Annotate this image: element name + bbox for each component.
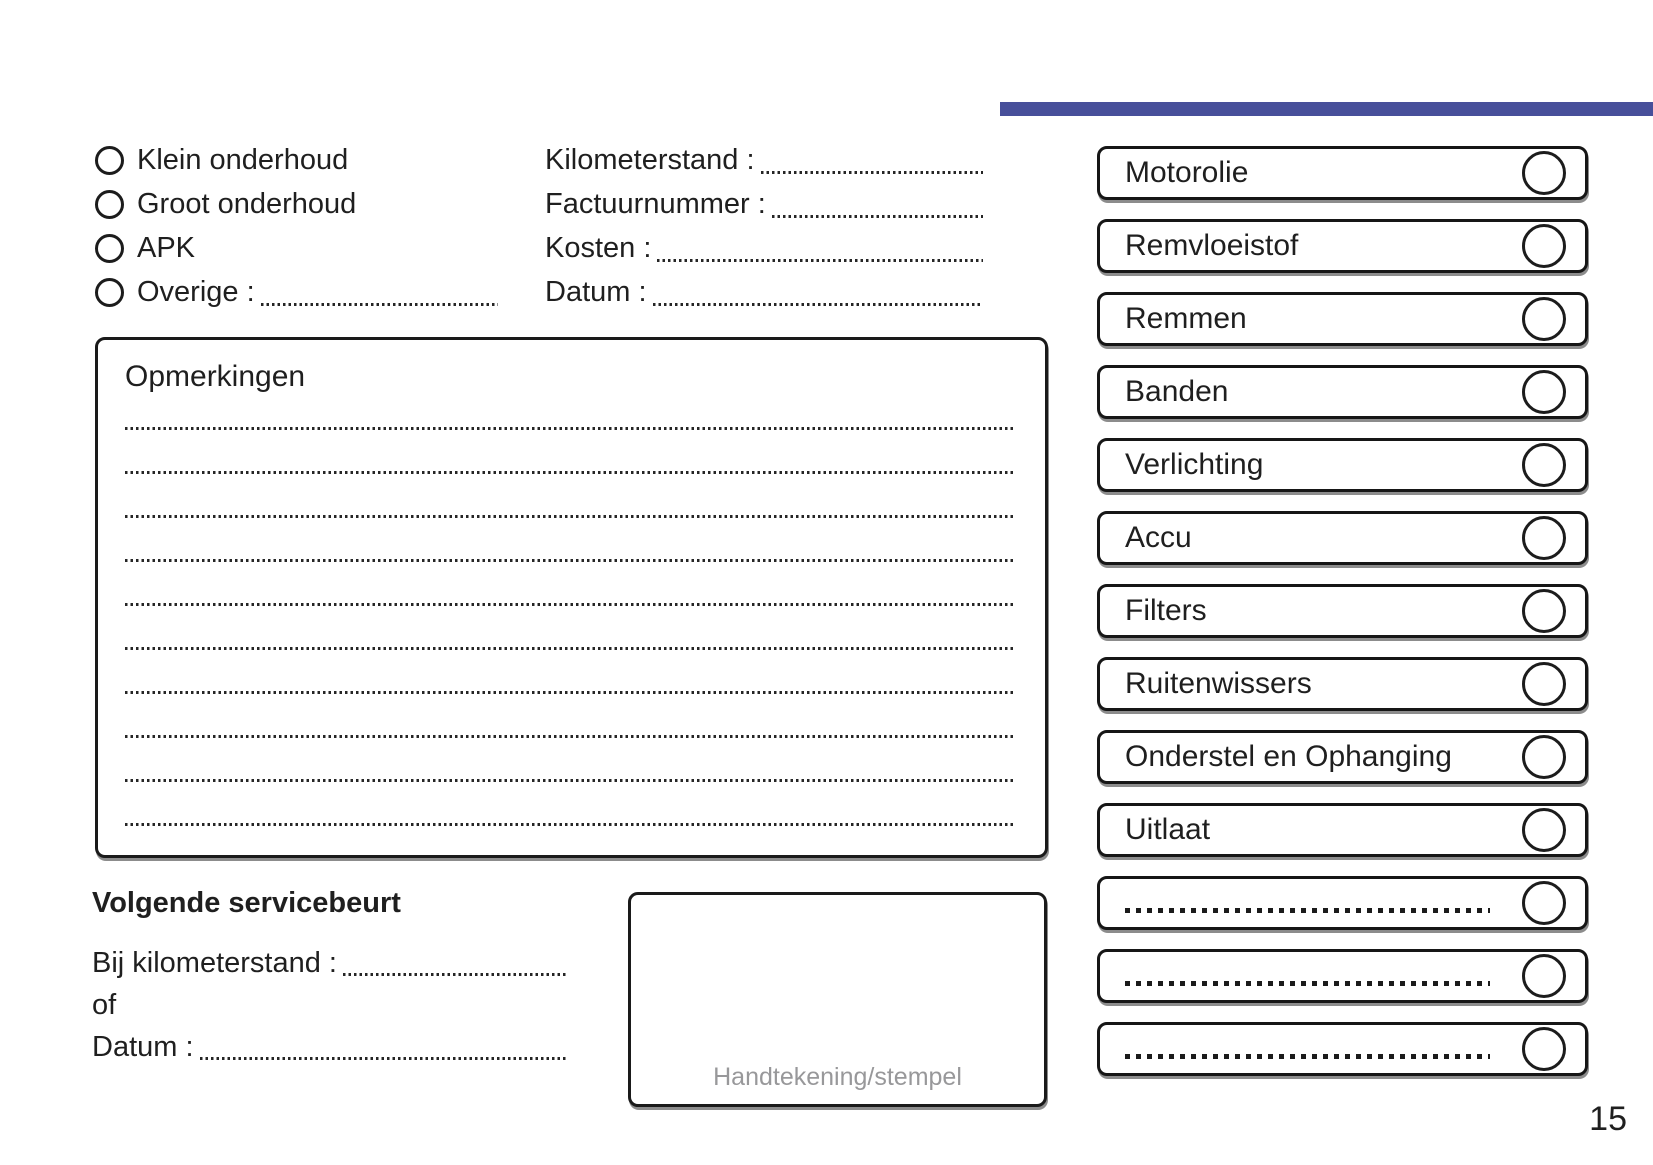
invoice-field-row: Datum : [545,270,985,314]
remark-writing-line[interactable] [125,515,1015,518]
check-circle[interactable] [1522,516,1566,560]
checklist-item[interactable]: Remvloeistof [1097,219,1588,273]
checklist-item-label: Ruitenwissers [1125,667,1312,700]
checklist-item[interactable] [1097,1022,1588,1076]
next-service-section: Volgende servicebeurt Bij kilometerstand… [92,886,570,1068]
service-type-option: APK [95,226,500,270]
check-circle[interactable] [1522,808,1566,852]
check-circle[interactable] [1522,954,1566,998]
checklist-item[interactable]: Motorolie [1097,146,1588,200]
service-type-label: Overige : [137,275,255,308]
next-service-label: Bij kilometerstand : [92,946,337,979]
checklist-item[interactable]: Accu [1097,511,1588,565]
next-service-title: Volgende servicebeurt [92,887,401,919]
service-type-label: Groot onderhoud [137,187,357,220]
fill-in-line[interactable] [771,215,983,218]
checklist-item[interactable] [1097,949,1588,1003]
next-service-row: Datum : [92,1026,570,1068]
next-service-label: of [92,988,117,1021]
checklist-item-label: Filters [1125,594,1207,627]
next-service-label: Datum : [92,1030,194,1063]
radio-button[interactable] [95,145,124,175]
checklist-item-label: Remmen [1125,302,1247,335]
checklist-item-label: Banden [1125,375,1229,408]
remark-writing-line[interactable] [125,427,1015,430]
invoice-field-label: Kosten : [545,231,652,264]
checklist-item[interactable]: Verlichting [1097,438,1588,492]
check-circle[interactable] [1522,297,1566,341]
service-type-option: Groot onderhoud [95,182,500,226]
checklist-item-label: Remvloeistof [1125,229,1299,262]
remark-writing-line[interactable] [125,823,1015,826]
fill-in-line[interactable] [199,1057,568,1060]
remarks-lines [125,427,1015,826]
fill-in-line[interactable] [343,973,568,976]
invoice-fields-group: Kilometerstand : Factuurnummer : Kosten : D… [545,138,985,314]
check-circle[interactable] [1522,443,1566,487]
radio-button[interactable] [95,277,124,307]
checklist-fill-in-line[interactable] [1125,907,1490,913]
radio-button[interactable] [95,189,124,219]
remark-writing-line[interactable] [125,779,1015,782]
next-service-row: Bij kilometerstand : [92,942,570,984]
service-type-label: APK [137,231,196,264]
fill-in-line[interactable] [652,303,983,306]
remarks-title: Opmerkingen [125,360,306,393]
service-type-group: Klein onderhoud Groot onderhoud APK Overige… [95,138,500,314]
remarks-box: Opmerkingen [95,337,1048,858]
check-circle[interactable] [1522,224,1566,268]
invoice-field-row: Factuurnummer : [545,182,985,226]
service-type-option: Overige : [95,270,500,314]
checklist-item[interactable] [1097,876,1588,930]
check-circle[interactable] [1522,370,1566,414]
checklist-item-label: Verlichting [1125,448,1264,481]
checklist-item[interactable]: Banden [1097,365,1588,419]
fill-in-line[interactable] [760,171,983,174]
remark-writing-line[interactable] [125,691,1015,694]
invoice-field-label: Factuurnummer : [545,187,766,220]
check-circle[interactable] [1522,735,1566,779]
checklist-item[interactable]: Onderstel en Ophanging [1097,730,1588,784]
invoice-field-label: Datum : [545,275,647,308]
checklist-item-label: Motorolie [1125,156,1249,189]
signature-box[interactable]: Handtekening/stempel [628,892,1047,1107]
checklist-item[interactable]: Uitlaat [1097,803,1588,857]
check-circle[interactable] [1522,881,1566,925]
remark-writing-line[interactable] [125,471,1015,474]
remark-writing-line[interactable] [125,559,1015,562]
accent-bar [1000,102,1653,116]
invoice-field-row: Kilometerstand : [545,138,985,182]
remark-writing-line[interactable] [125,735,1015,738]
remark-writing-line[interactable] [125,603,1015,606]
checklist-fill-in-line[interactable] [1125,1053,1490,1059]
fill-in-line[interactable] [260,303,498,306]
service-type-label: Klein onderhoud [137,143,349,176]
checklist-item-label: Accu [1125,521,1192,554]
service-type-option: Klein onderhoud [95,138,500,182]
page-number: 15 [1589,1100,1627,1138]
next-service-row: of [92,984,570,1026]
checklist-item-label: Uitlaat [1125,813,1211,846]
checklist-item[interactable]: Filters [1097,584,1588,638]
checklist-fill-in-line[interactable] [1125,980,1490,986]
checklist: Motorolie Remvloeistof Remmen Banden Verlich… [1097,146,1588,1095]
fill-in-line[interactable] [657,259,983,262]
checklist-item[interactable]: Remmen [1097,292,1588,346]
checklist-item[interactable]: Ruitenwissers [1097,657,1588,711]
check-circle[interactable] [1522,151,1566,195]
invoice-field-row: Kosten : [545,226,985,270]
checklist-item-label: Onderstel en Ophanging [1125,740,1452,773]
check-circle[interactable] [1522,662,1566,706]
remark-writing-line[interactable] [125,647,1015,650]
check-circle[interactable] [1522,1027,1566,1071]
signature-label: Handtekening/stempel [713,1063,962,1091]
check-circle[interactable] [1522,589,1566,633]
invoice-field-label: Kilometerstand : [545,143,755,176]
radio-button[interactable] [95,233,124,263]
